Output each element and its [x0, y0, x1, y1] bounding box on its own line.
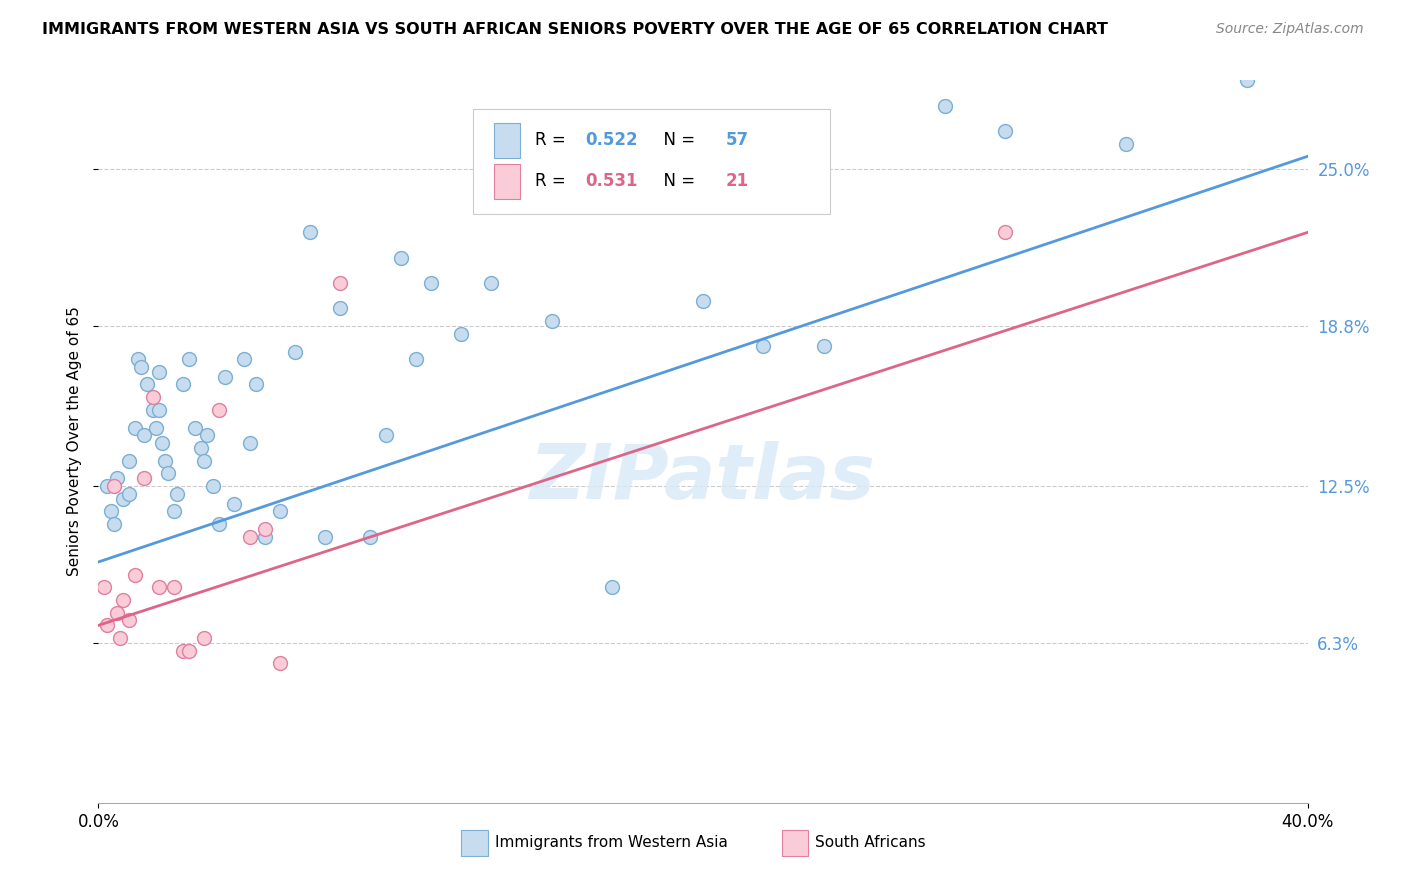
Text: ZIPatlas: ZIPatlas [530, 441, 876, 515]
Point [202, 479, 225, 493]
Point [100, 504, 122, 518]
Point [111, 593, 134, 607]
Point [934, 98, 956, 112]
Point [239, 530, 262, 544]
Point [450, 326, 472, 341]
Point [193, 453, 215, 467]
Text: N =: N = [654, 131, 700, 149]
Point [179, 643, 201, 657]
Point [124, 567, 146, 582]
Point [156, 467, 179, 481]
Point [994, 124, 1017, 138]
Point [142, 402, 165, 417]
Point [145, 420, 167, 434]
Point [389, 251, 412, 265]
Point [360, 530, 382, 544]
Text: IMMIGRANTS FROM WESTERN ASIA VS SOUTH AFRICAN SENIORS POVERTY OVER THE AGE OF 65: IMMIGRANTS FROM WESTERN ASIA VS SOUTH AF… [42, 22, 1108, 37]
Point [239, 435, 262, 450]
Point [150, 435, 173, 450]
Text: N =: N = [654, 172, 700, 190]
Point [253, 530, 276, 544]
Point [994, 226, 1017, 240]
Point [118, 613, 141, 627]
Text: 0.531: 0.531 [586, 172, 638, 190]
Point [172, 377, 194, 392]
Text: R =: R = [534, 172, 571, 190]
Point [1115, 136, 1137, 151]
Point [179, 352, 201, 367]
Point [132, 471, 155, 485]
Point [329, 301, 352, 316]
Point [602, 580, 624, 594]
Point [118, 486, 141, 500]
Point [314, 530, 336, 544]
Point [96, 479, 118, 493]
Point [269, 657, 291, 671]
Point [135, 377, 157, 392]
Point [132, 428, 155, 442]
Point [166, 486, 188, 500]
Point [153, 453, 176, 467]
Text: Immigrants from Western Asia: Immigrants from Western Asia [495, 835, 728, 850]
Point [245, 377, 267, 392]
Point [284, 344, 307, 359]
Point [108, 631, 131, 645]
Point [103, 516, 125, 531]
Point [481, 276, 503, 290]
Point [103, 479, 125, 493]
Point [420, 276, 443, 290]
Point [329, 276, 352, 290]
Point [105, 471, 128, 485]
FancyBboxPatch shape [494, 123, 520, 158]
Text: R =: R = [534, 131, 571, 149]
Point [93, 580, 115, 594]
Point [190, 441, 212, 455]
Text: 57: 57 [725, 131, 749, 149]
Point [269, 504, 291, 518]
Point [208, 402, 231, 417]
FancyBboxPatch shape [461, 830, 488, 855]
Point [111, 491, 134, 506]
FancyBboxPatch shape [474, 109, 830, 214]
Point [148, 580, 170, 594]
Text: 21: 21 [725, 172, 749, 190]
Point [692, 293, 714, 308]
Point [299, 226, 322, 240]
Point [540, 314, 562, 328]
Y-axis label: Seniors Poverty Over the Age of 65: Seniors Poverty Over the Age of 65 [67, 307, 83, 576]
Point [127, 352, 149, 367]
Point [124, 420, 146, 434]
Point [163, 504, 186, 518]
Text: South Africans: South Africans [815, 835, 927, 850]
Point [405, 352, 427, 367]
Point [172, 643, 194, 657]
Point [148, 365, 170, 379]
Point [253, 522, 276, 536]
Point [195, 428, 218, 442]
Point [208, 516, 231, 531]
Text: 0.522: 0.522 [586, 131, 638, 149]
Point [163, 580, 186, 594]
Point [184, 420, 207, 434]
Point [374, 428, 396, 442]
Text: Source: ZipAtlas.com: Source: ZipAtlas.com [1216, 22, 1364, 37]
Point [193, 631, 215, 645]
FancyBboxPatch shape [494, 164, 520, 199]
Point [232, 352, 254, 367]
FancyBboxPatch shape [782, 830, 808, 855]
Point [118, 453, 141, 467]
Point [510, 149, 533, 163]
Point [752, 339, 775, 353]
Point [129, 359, 152, 374]
Point [148, 402, 170, 417]
Point [224, 497, 246, 511]
Point [214, 370, 236, 384]
Point [96, 618, 118, 632]
Point [1236, 73, 1258, 87]
Point [142, 390, 165, 404]
Point [105, 606, 128, 620]
Point [813, 339, 835, 353]
